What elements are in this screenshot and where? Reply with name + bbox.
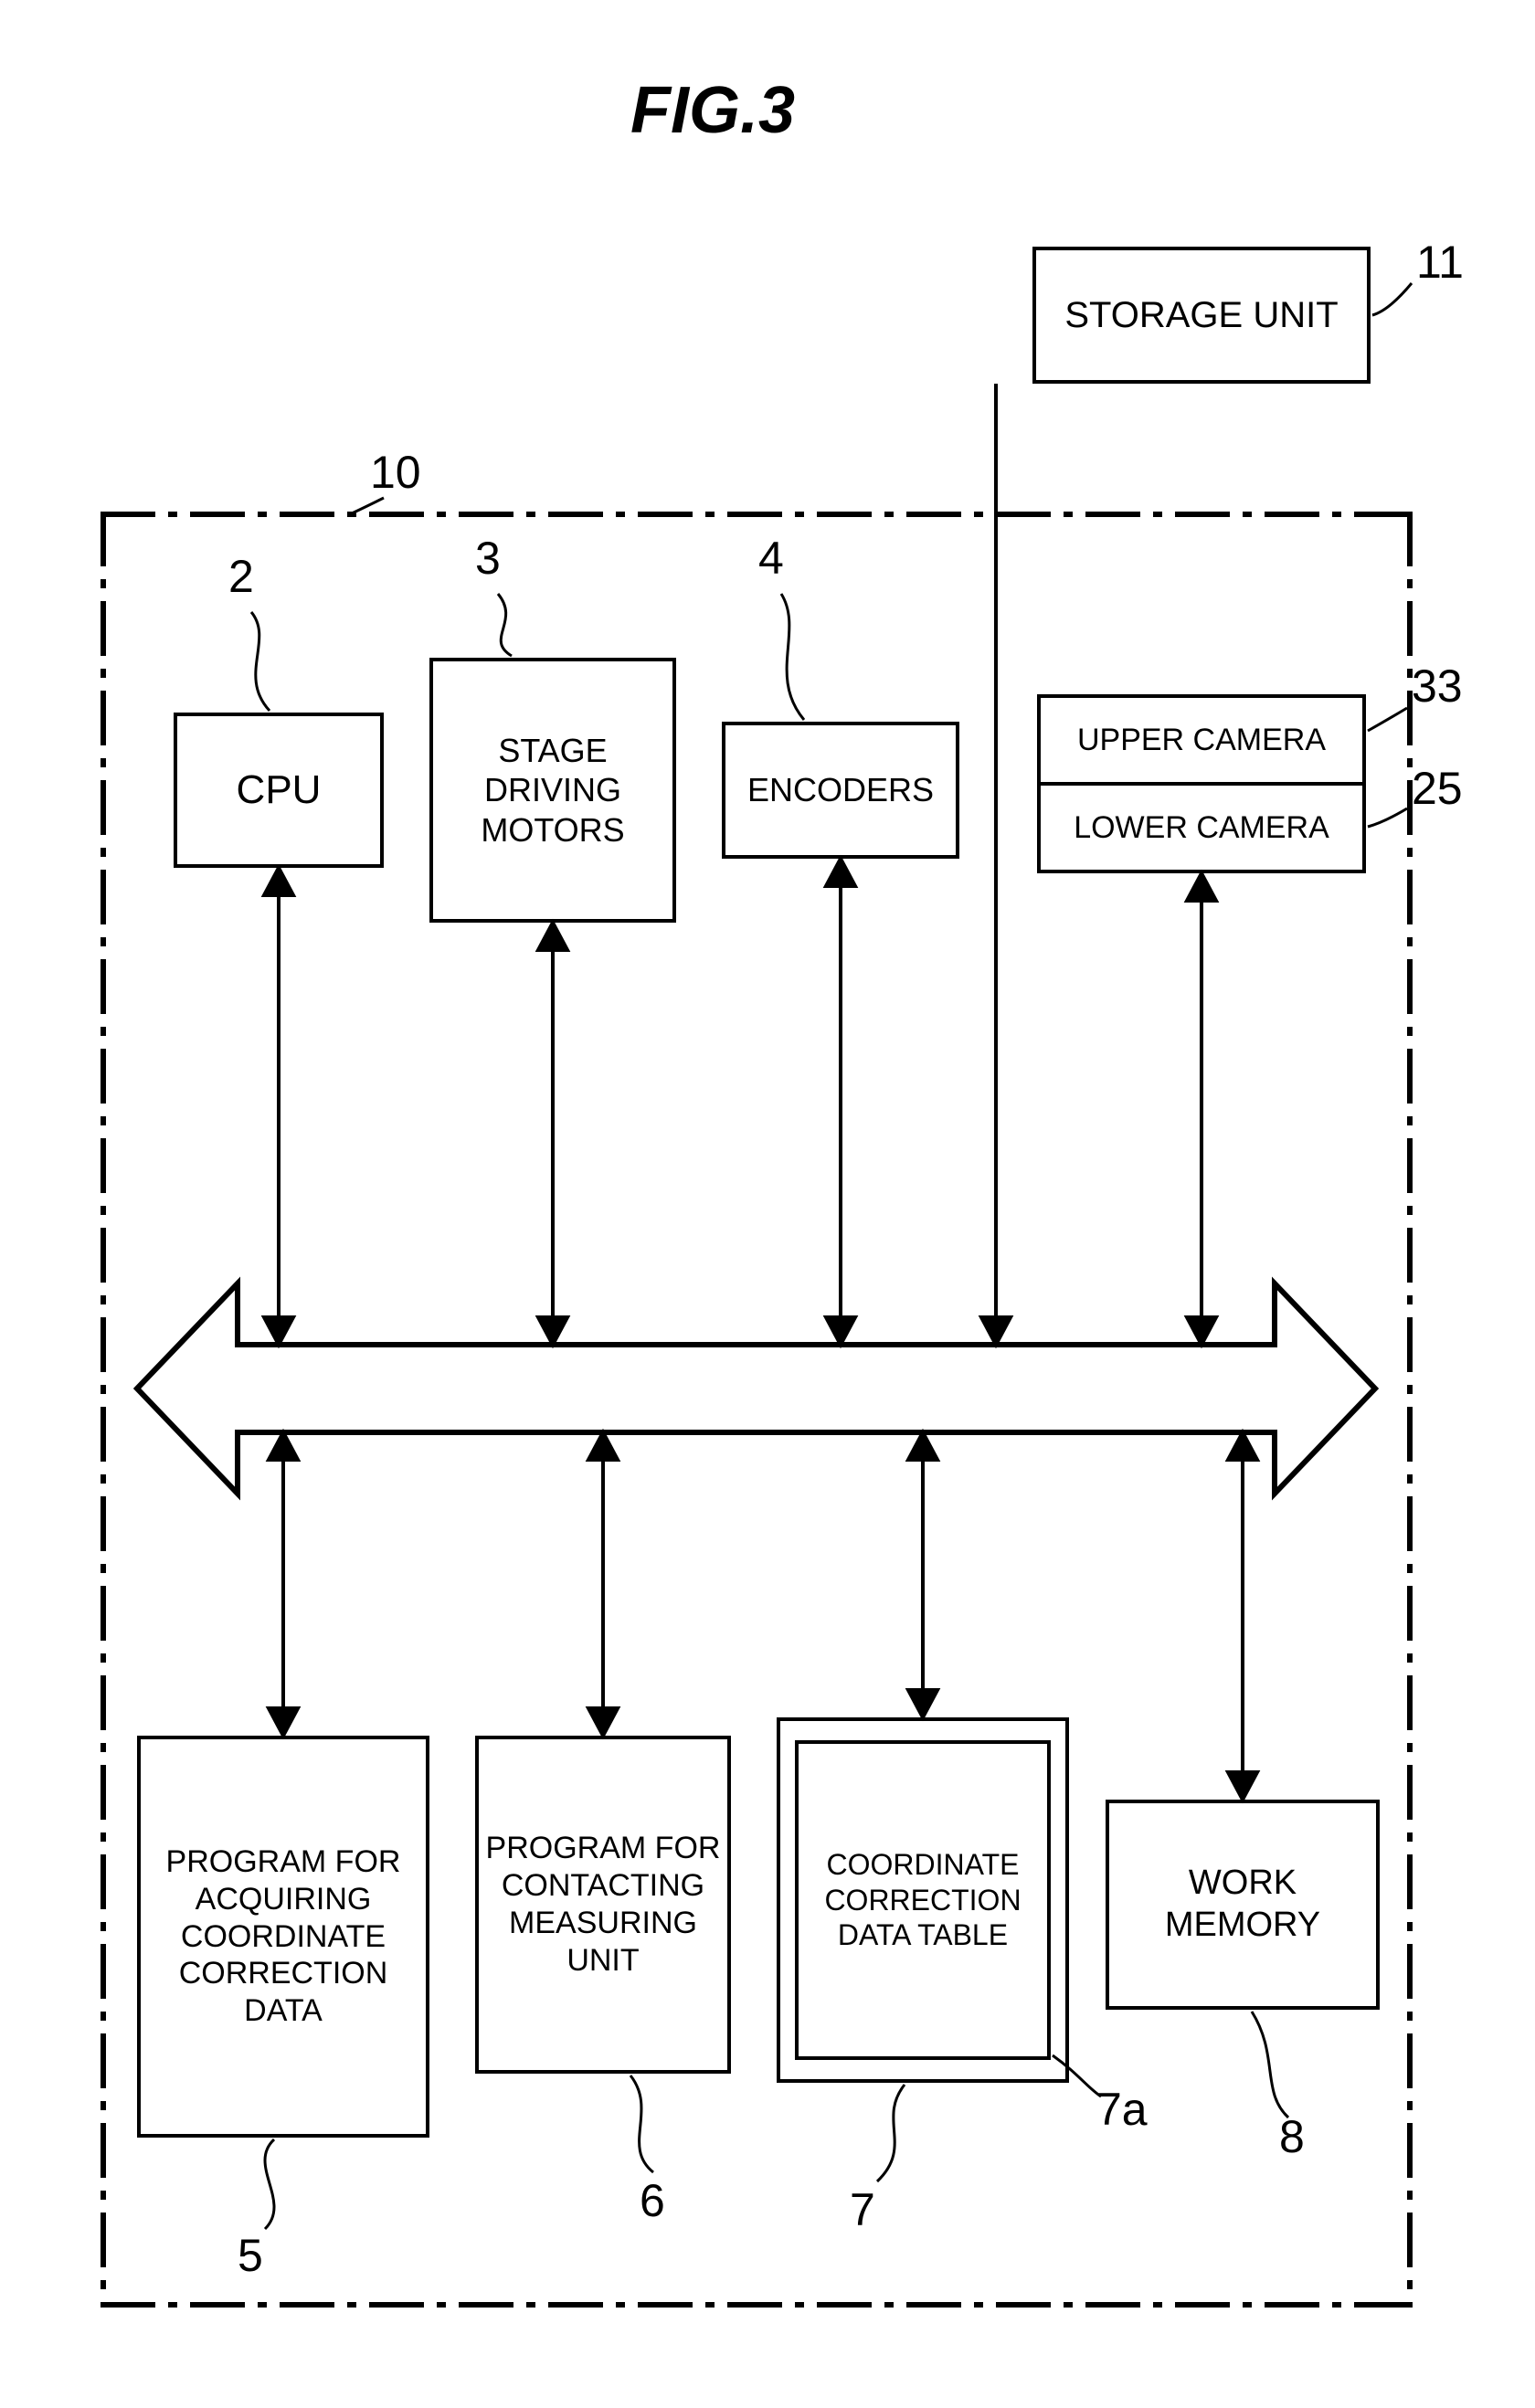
ref-33: 33	[1412, 660, 1463, 713]
upper-camera-block: UPPER CAMERA	[1037, 694, 1366, 786]
system-border-top	[101, 512, 1407, 517]
ref-11: 11	[1416, 236, 1464, 289]
bus-arrow	[137, 1283, 1375, 1494]
ref-3: 3	[475, 532, 501, 585]
encoders-block: ENCODERS	[722, 722, 959, 859]
system-border-left	[101, 512, 106, 2308]
ref-6: 6	[640, 2174, 665, 2227]
diagram-canvas: FIG.3 STORAGE UNIT CPU STAGE DRIVING MOT…	[0, 0, 1535, 2408]
ref-4: 4	[758, 532, 784, 585]
ref-10: 10	[370, 446, 421, 499]
lower-camera-block: LOWER CAMERA	[1037, 782, 1366, 873]
figure-title: FIG.3	[630, 73, 795, 148]
ref-7a: 7a	[1096, 2083, 1148, 2136]
ref-25: 25	[1412, 762, 1463, 815]
system-border-bottom	[101, 2302, 1407, 2308]
work-memory-block: WORK MEMORY	[1106, 1800, 1380, 2010]
coord-table-inner-block: COORDINATE CORRECTION DATA TABLE	[795, 1740, 1051, 2060]
ref-7: 7	[850, 2183, 875, 2236]
ref-5: 5	[238, 2229, 263, 2282]
ref-2: 2	[228, 550, 254, 603]
ref-8: 8	[1279, 2110, 1305, 2163]
cpu-block: CPU	[174, 713, 384, 868]
program-acquire-block: PROGRAM FOR ACQUIRING COORDINATE CORRECT…	[137, 1736, 429, 2138]
program-contact-block: PROGRAM FOR CONTACTING MEASURING UNIT	[475, 1736, 731, 2074]
stage-driving-motors-block: STAGE DRIVING MOTORS	[429, 658, 676, 923]
storage-unit-block: STORAGE UNIT	[1032, 247, 1371, 384]
